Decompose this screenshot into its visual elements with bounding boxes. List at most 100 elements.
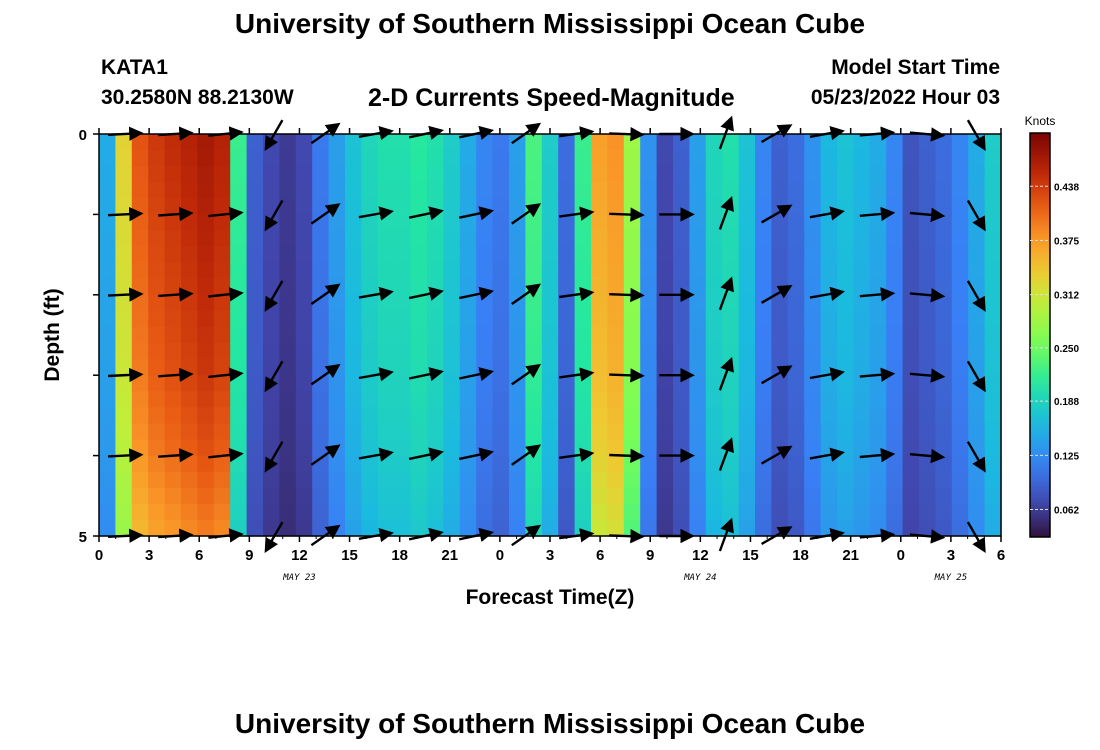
heatmap-cell [509,214,526,232]
heatmap-cell [935,326,953,344]
heatmap-cell [295,471,313,489]
heatmap-cell [935,343,953,360]
date-label: MAY 24 [683,573,717,583]
heatmap-cell [722,182,740,199]
heatmap-cell [263,439,280,457]
heatmap-cell [640,214,658,232]
heatmap-cell [738,503,756,521]
heatmap-cell [558,182,576,199]
heatmap-cell [295,214,313,232]
heatmap-cell [640,310,658,328]
heatmap-cell [295,407,313,425]
heatmap-cell [935,455,953,473]
heatmap-cell [181,471,198,489]
heatmap-cell [640,343,658,360]
heatmap-cell [246,198,264,215]
heatmap-cell [427,262,444,280]
heatmap-cell [230,230,248,248]
heatmap-cell [656,343,674,360]
heatmap-cell [673,230,690,248]
heatmap-cell [345,519,362,537]
heatmap-cell [459,503,477,521]
x-tick-label: 0 [897,547,905,564]
heatmap-cell [197,455,215,473]
heatmap-cell [738,150,756,167]
heatmap-cell [853,182,871,199]
heatmap-cell [837,150,854,167]
heatmap-cell [984,310,1002,328]
heatmap-cell [263,359,280,376]
heatmap-cell [853,230,871,248]
heatmap-cell [804,375,822,392]
heatmap-cell [459,519,477,537]
heatmap-cell [197,423,215,441]
heatmap-cell [951,359,969,376]
heatmap-cell [492,134,510,151]
heatmap-cell [476,471,494,489]
heatmap-cell [623,246,641,264]
heatmap-cell [640,407,658,425]
heatmap-cell [427,294,444,312]
heatmap-cell [722,375,740,392]
heatmap-cell [295,439,313,457]
current-vector [208,367,244,382]
heatmap-cell [148,407,166,425]
heatmap-cell [230,503,248,521]
heatmap-cell [312,246,330,264]
heatmap-cell [295,391,313,408]
heatmap-cell [689,343,707,360]
heatmap-cell [525,310,543,328]
heatmap-cell [131,359,149,376]
heatmap-cell [213,503,231,521]
heatmap-cell [509,246,526,264]
heatmap-cell [427,166,444,183]
heatmap-cell [755,150,772,167]
heatmap-cell [213,150,231,167]
heatmap-cell [328,455,346,473]
heatmap-cell [279,343,297,360]
heatmap-cell [837,471,854,489]
heatmap-cell [148,230,166,248]
heatmap-cell [410,262,428,280]
heatmap-cell [476,455,494,473]
heatmap-cell [197,246,215,264]
heatmap-cell [148,503,166,521]
heatmap-cell [886,262,904,280]
heatmap-cell [886,455,904,473]
current-vector [310,363,341,386]
heatmap-cell [574,455,592,473]
heatmap-cell [197,487,215,505]
heatmap-cell [722,134,740,151]
heatmap-cell [213,262,231,280]
heatmap-cell [968,359,986,376]
heatmap-cell [951,423,969,441]
heatmap-cell [853,359,871,376]
heatmap-cell [427,455,444,473]
heatmap-cell [427,246,444,264]
heatmap-cell [984,198,1002,215]
heatmap-cell [459,423,477,441]
heatmap-cell [984,134,1002,151]
heatmap-cell [607,375,625,392]
heatmap-cell [131,343,149,360]
heatmap-cell [722,503,740,521]
heatmap-cell [246,343,264,360]
heatmap-cell [738,407,756,425]
heatmap-cell [738,423,756,441]
heatmap-cell [361,198,379,215]
heatmap-cell [345,326,362,344]
heatmap-cell [591,519,608,537]
heatmap-cell [181,391,198,408]
heatmap-cell [427,343,444,360]
current-vector [264,280,284,312]
heatmap-cell [230,214,248,232]
heatmap-cell [263,246,280,264]
heatmap-cell [197,230,215,248]
heatmap-cell [410,166,428,183]
heatmap-cell [541,246,559,264]
heatmap-cell [525,294,543,312]
heatmap-cell [99,471,116,489]
heatmap-cell [377,310,395,328]
heatmap-cell [279,310,297,328]
heatmap-cell [361,150,379,167]
